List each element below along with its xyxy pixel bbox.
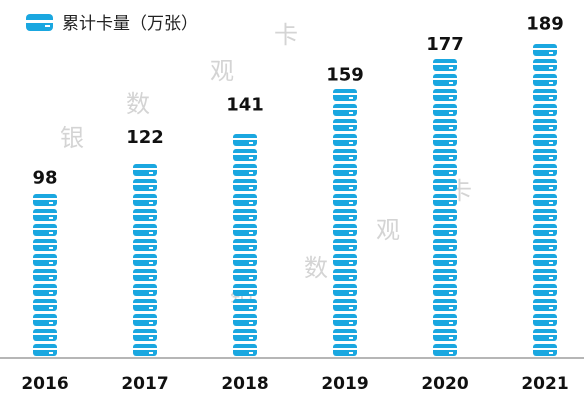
credit-card-icon [26, 14, 53, 31]
value-label-2016: 98 [32, 167, 57, 188]
x-axis-ticks: 2016 2017 2018 2019 2020 2021 [21, 374, 568, 394]
value-label-2018: 141 [226, 95, 264, 116]
watermark-char: 数 [126, 90, 150, 118]
legend: 累计卡量（万张） [26, 14, 198, 34]
watermark-char: 卡 [274, 21, 298, 49]
value-label-2019: 159 [326, 64, 364, 85]
value-label-2021: 189 [526, 14, 564, 35]
legend-label: 累计卡量（万张） [62, 14, 198, 34]
bar-2019 [333, 89, 357, 356]
x-tick-2019: 2019 [321, 374, 368, 394]
value-labels: 98 122 141 159 177 189 [32, 14, 563, 189]
bar-2017 [133, 164, 157, 356]
x-tick-2017: 2017 [121, 374, 168, 394]
bar-2018 [233, 134, 257, 356]
x-tick-2016: 2016 [21, 374, 68, 394]
bars [33, 44, 557, 356]
x-tick-2020: 2020 [421, 374, 468, 394]
watermark-layer: 银数观卡银数观卡 [60, 21, 472, 315]
bar-2020 [433, 59, 457, 356]
watermark-char: 数 [304, 254, 328, 282]
value-label-2017: 122 [126, 127, 164, 148]
bar-2016 [33, 194, 57, 356]
bar-2021 [533, 44, 557, 356]
watermark-char: 观 [210, 57, 234, 85]
x-tick-2021: 2021 [521, 374, 568, 394]
value-label-2020: 177 [426, 34, 464, 55]
watermark-char: 观 [376, 216, 400, 244]
x-tick-2018: 2018 [221, 374, 268, 394]
watermark-char: 银 [60, 124, 84, 152]
